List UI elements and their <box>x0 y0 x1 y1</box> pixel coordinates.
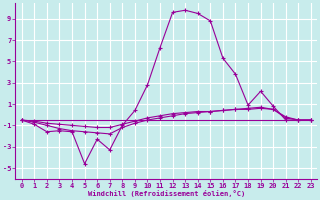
X-axis label: Windchill (Refroidissement éolien,°C): Windchill (Refroidissement éolien,°C) <box>88 190 245 197</box>
